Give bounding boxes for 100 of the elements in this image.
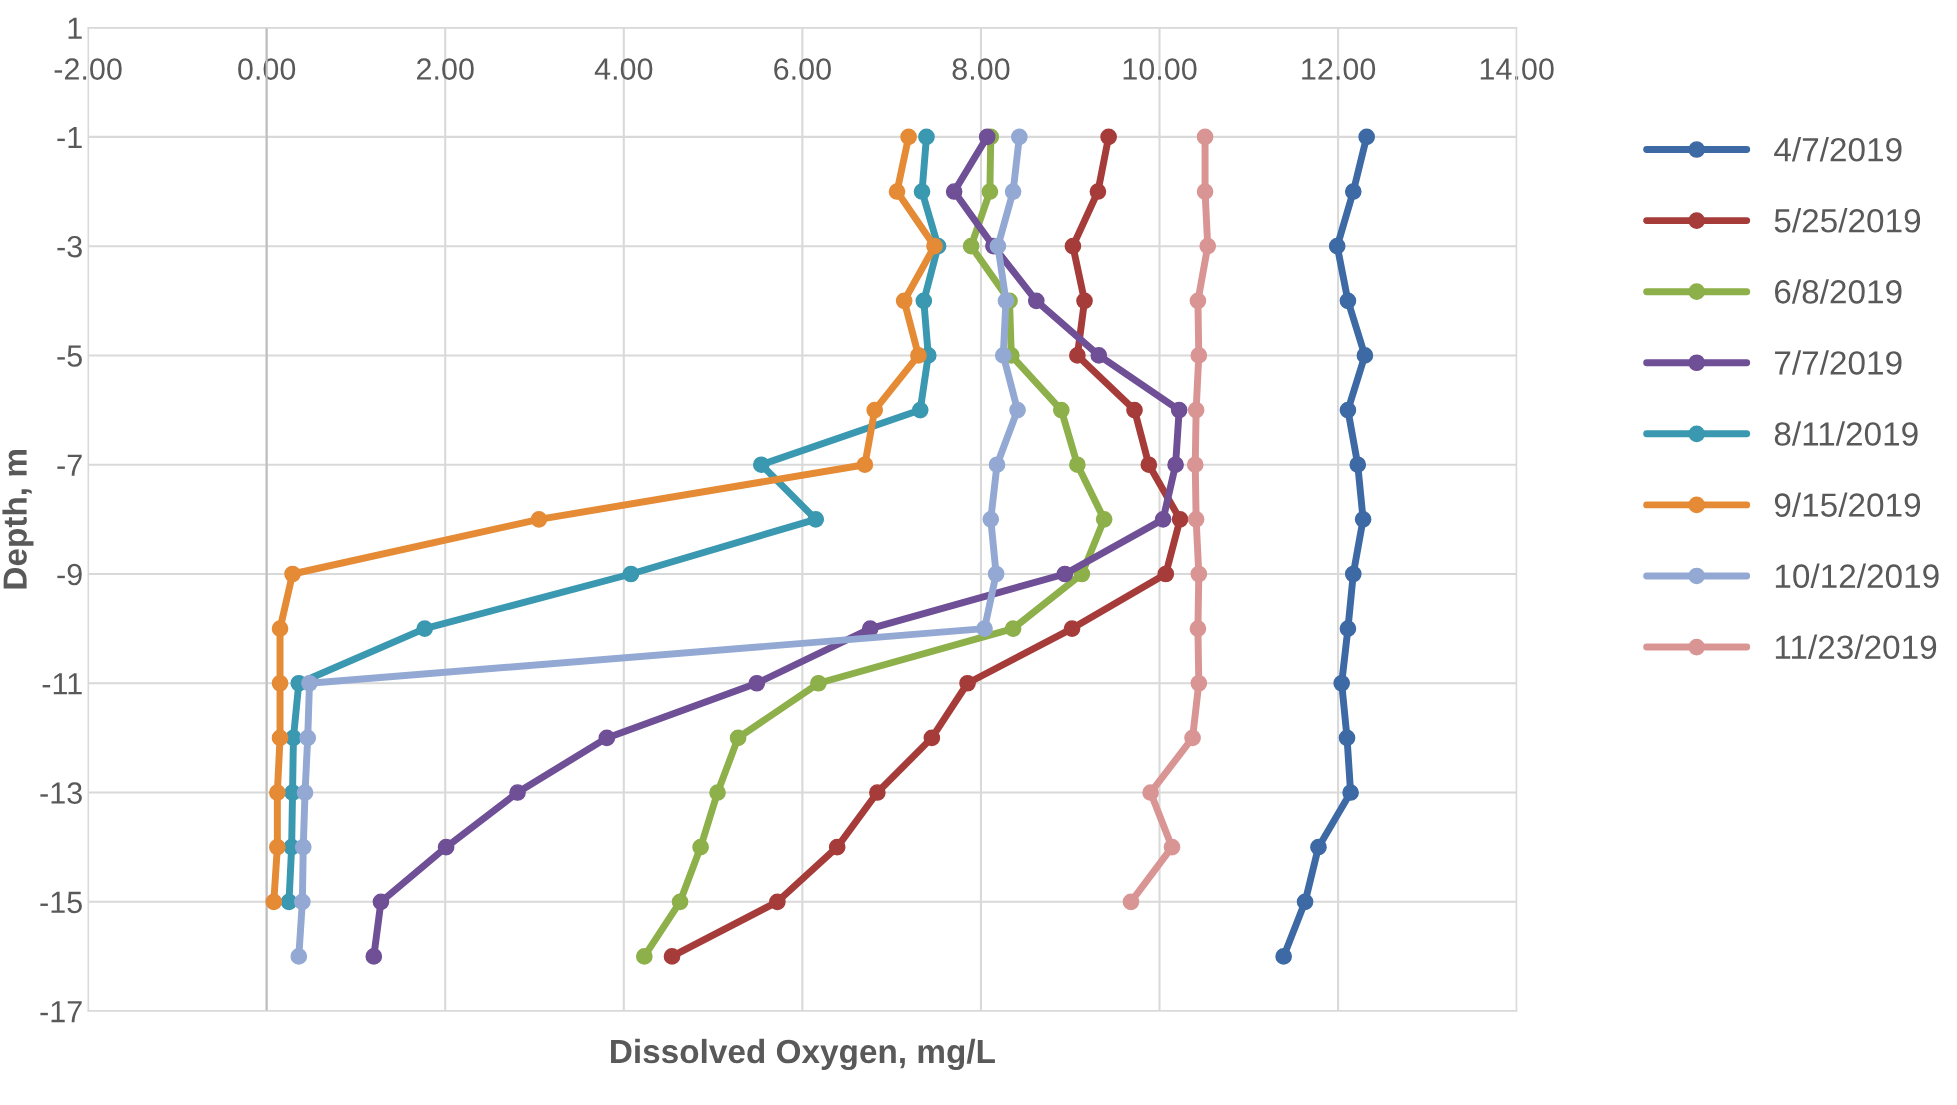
point [752, 456, 770, 474]
point [1190, 565, 1208, 583]
point [1358, 128, 1376, 146]
point [635, 948, 653, 965]
point [994, 347, 1012, 364]
x-tick-label: 12.00 [1302, 58, 1376, 80]
point [437, 838, 455, 856]
point [869, 784, 886, 801]
point [1140, 456, 1158, 474]
point [1171, 511, 1189, 528]
point [301, 674, 318, 692]
point [1190, 347, 1208, 364]
x-tick-label: 14.00 [1480, 58, 1554, 80]
y-tick-label: -15 [40, 891, 82, 914]
point [1190, 674, 1208, 692]
point [1339, 292, 1357, 310]
point [269, 838, 286, 856]
y-tick-label: -7 [57, 454, 82, 476]
point [509, 784, 526, 801]
point [748, 674, 766, 692]
legend-label: 8/11/2019 [1774, 421, 1918, 446]
point [1126, 401, 1143, 419]
point [1076, 292, 1093, 310]
point [987, 565, 1005, 583]
point [1090, 347, 1108, 364]
point [294, 893, 311, 911]
x-tick-label: 2.00 [417, 58, 474, 80]
point [1354, 511, 1372, 528]
point [888, 183, 906, 200]
point [271, 729, 289, 747]
legend-label: 4/7/2019 [1774, 137, 1902, 162]
point [866, 401, 884, 419]
point [1344, 183, 1362, 200]
legend-label: 6/8/2019 [1775, 279, 1902, 304]
x-axis-title: Dissolved Oxygen, mg/L [611, 1038, 995, 1071]
point [1142, 784, 1159, 801]
point [981, 183, 999, 200]
point [911, 401, 929, 419]
point [1189, 620, 1207, 637]
point [989, 237, 1007, 255]
point [1275, 948, 1292, 965]
point [807, 511, 825, 528]
point [530, 511, 548, 528]
point [1342, 784, 1359, 801]
legend-label: 11/23/2019 [1775, 634, 1937, 660]
point [1196, 128, 1214, 146]
point [1100, 128, 1117, 146]
point [1069, 347, 1086, 364]
point [1333, 674, 1351, 692]
y-tick-label: -11 [42, 673, 82, 695]
point [988, 456, 1006, 474]
legend-label: 7/7/2019 [1775, 350, 1902, 375]
point [365, 948, 383, 965]
point [828, 838, 846, 856]
point [265, 893, 283, 911]
point [959, 674, 976, 692]
point [1186, 456, 1204, 474]
point [290, 948, 308, 965]
point [923, 729, 941, 747]
point [729, 729, 747, 747]
y-tick-label: -5 [57, 345, 82, 367]
point [926, 237, 943, 255]
point [1189, 292, 1207, 310]
x-tick-label: 4.00 [594, 58, 653, 80]
point [1187, 511, 1205, 528]
point [1356, 347, 1374, 364]
point [1344, 565, 1362, 583]
point [416, 620, 434, 637]
point [1122, 893, 1140, 911]
point [1339, 620, 1357, 637]
x-tick-label: 10.00 [1123, 58, 1197, 80]
point [1154, 511, 1172, 528]
point [1184, 729, 1201, 747]
point [271, 674, 289, 692]
point [709, 784, 726, 801]
point [982, 511, 1000, 528]
point [962, 237, 980, 255]
point [978, 128, 996, 146]
y-axis-title: Depth, m [2, 450, 34, 589]
point [1027, 292, 1045, 310]
point [913, 183, 931, 200]
legend-label: 9/15/2019 [1774, 492, 1921, 517]
point [372, 893, 390, 911]
point [1339, 401, 1357, 419]
y-tick-label: -17 [40, 1001, 82, 1023]
point [284, 565, 301, 583]
point [1310, 838, 1327, 856]
point [1338, 729, 1356, 747]
point [1349, 456, 1367, 474]
point [1056, 565, 1074, 583]
point [769, 893, 786, 911]
x-tick-label: -2.00 [54, 58, 122, 80]
point [299, 729, 317, 747]
point [918, 128, 935, 146]
point [1011, 128, 1028, 146]
point [296, 784, 314, 801]
x-tick-label: 0.00 [238, 58, 296, 80]
point [1095, 511, 1113, 528]
point [945, 183, 963, 200]
point [1170, 401, 1188, 419]
